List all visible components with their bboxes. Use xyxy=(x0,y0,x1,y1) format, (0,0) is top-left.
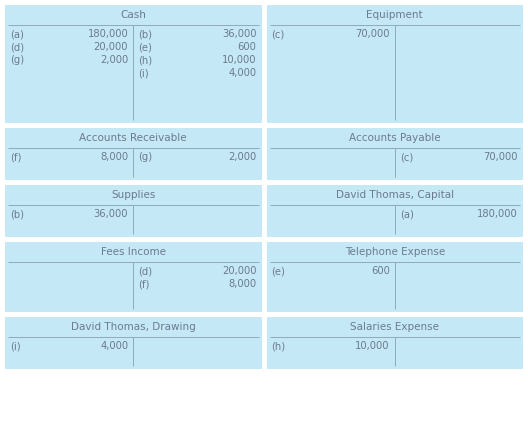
Text: (a): (a) xyxy=(10,29,24,39)
FancyBboxPatch shape xyxy=(5,5,261,123)
Text: 70,000: 70,000 xyxy=(484,152,518,162)
Text: (g): (g) xyxy=(10,55,24,65)
Text: Accounts Payable: Accounts Payable xyxy=(349,133,440,143)
Text: (i): (i) xyxy=(10,341,21,351)
Text: (d): (d) xyxy=(138,266,153,276)
Text: (d): (d) xyxy=(10,42,24,52)
Text: (f): (f) xyxy=(10,152,21,162)
Text: 70,000: 70,000 xyxy=(355,29,390,39)
Text: 10,000: 10,000 xyxy=(222,55,257,65)
Text: 4,000: 4,000 xyxy=(100,341,128,351)
FancyBboxPatch shape xyxy=(5,317,261,369)
Text: Supplies: Supplies xyxy=(111,190,155,200)
Text: 2,000: 2,000 xyxy=(228,152,257,162)
Text: 2,000: 2,000 xyxy=(100,55,128,65)
FancyBboxPatch shape xyxy=(267,185,523,237)
Text: 600: 600 xyxy=(371,266,390,276)
Text: David Thomas, Drawing: David Thomas, Drawing xyxy=(71,322,196,332)
Text: (g): (g) xyxy=(138,152,153,162)
Text: (a): (a) xyxy=(400,209,413,219)
Text: (h): (h) xyxy=(138,55,153,65)
Text: (f): (f) xyxy=(138,279,149,289)
Text: Salaries Expense: Salaries Expense xyxy=(350,322,439,332)
FancyBboxPatch shape xyxy=(267,128,523,180)
Text: (e): (e) xyxy=(138,42,152,52)
Text: (i): (i) xyxy=(138,68,149,78)
Text: Telephone Expense: Telephone Expense xyxy=(345,247,445,257)
Text: 4,000: 4,000 xyxy=(229,68,257,78)
Text: 36,000: 36,000 xyxy=(94,209,128,219)
Text: 600: 600 xyxy=(238,42,257,52)
Text: Fees Income: Fees Income xyxy=(101,247,166,257)
Text: (b): (b) xyxy=(138,29,152,39)
Text: 180,000: 180,000 xyxy=(88,29,128,39)
Text: Accounts Receivable: Accounts Receivable xyxy=(79,133,187,143)
Text: Cash: Cash xyxy=(120,10,146,20)
FancyBboxPatch shape xyxy=(267,242,523,312)
Text: 20,000: 20,000 xyxy=(94,42,128,52)
Text: (b): (b) xyxy=(10,209,24,219)
FancyBboxPatch shape xyxy=(5,185,261,237)
Text: 8,000: 8,000 xyxy=(229,279,257,289)
Text: David Thomas, Capital: David Thomas, Capital xyxy=(336,190,454,200)
FancyBboxPatch shape xyxy=(5,128,261,180)
FancyBboxPatch shape xyxy=(5,242,261,312)
Text: (c): (c) xyxy=(400,152,413,162)
Text: 180,000: 180,000 xyxy=(477,209,518,219)
FancyBboxPatch shape xyxy=(267,5,523,123)
Text: 10,000: 10,000 xyxy=(355,341,390,351)
Text: (h): (h) xyxy=(271,341,286,351)
Text: 20,000: 20,000 xyxy=(222,266,257,276)
Text: (e): (e) xyxy=(271,266,285,276)
FancyBboxPatch shape xyxy=(267,317,523,369)
Text: 36,000: 36,000 xyxy=(222,29,257,39)
Text: 8,000: 8,000 xyxy=(100,152,128,162)
Text: (c): (c) xyxy=(271,29,285,39)
Text: Equipment: Equipment xyxy=(366,10,423,20)
